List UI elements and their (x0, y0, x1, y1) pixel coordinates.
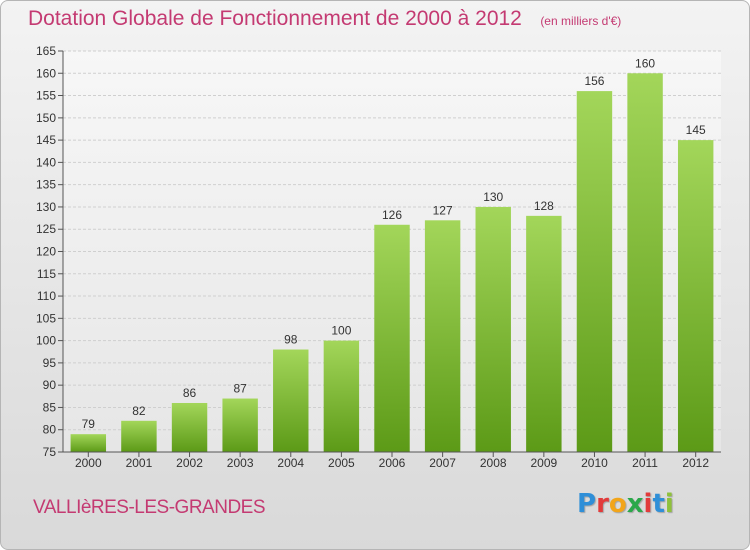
x-tick-label: 2003 (227, 456, 254, 470)
y-tick-label: 105 (36, 311, 56, 325)
bar (171, 402, 208, 452)
logo-letter: r (596, 489, 609, 519)
proxiti-logo: Proxiti (577, 489, 674, 519)
x-tick-label: 2004 (277, 456, 304, 470)
title-row: Dotation Globale de Fonctionnement de 20… (28, 7, 621, 31)
y-tick-label: 95 (43, 356, 57, 370)
bar (576, 91, 613, 452)
bar-value-label: 100 (331, 324, 351, 338)
bar (627, 73, 663, 453)
bar-value-label: 145 (686, 123, 706, 137)
bar-value-label: 86 (183, 386, 197, 400)
chart-title: Dotation Globale de Fonctionnement de 20… (28, 7, 522, 30)
bar-value-label: 156 (584, 74, 604, 88)
y-tick-label: 110 (37, 289, 56, 303)
x-tick-label: 2012 (682, 456, 709, 470)
commune-name: VALLIèRES-LES-GRANDES (33, 497, 266, 518)
y-tick-label: 90 (43, 378, 57, 392)
bar-value-label: 87 (233, 382, 247, 396)
y-tick-label: 135 (36, 178, 56, 192)
bar (323, 340, 360, 452)
y-tick-label: 125 (36, 222, 56, 236)
bar-value-label: 126 (382, 208, 402, 222)
bar (424, 220, 461, 452)
bar (70, 434, 107, 452)
bar-value-label: 130 (483, 190, 503, 204)
bar-value-label: 79 (82, 417, 96, 431)
x-tick-label: 2011 (632, 456, 658, 470)
bar (273, 349, 309, 452)
logo-letter: t (652, 489, 665, 519)
bar-value-label: 98 (284, 333, 298, 347)
y-tick-label: 145 (36, 133, 56, 147)
bar (121, 420, 157, 452)
logo-letter: x (626, 489, 644, 519)
y-tick-label: 140 (36, 155, 56, 169)
y-tick-label: 85 (43, 400, 57, 414)
bar-value-label: 127 (433, 203, 453, 217)
axis-layer: 75 80 85 90 95 100 105 110 115 120 125 130 135 140 145… (36, 44, 721, 470)
bar (526, 215, 562, 452)
y-tick-label: 120 (36, 245, 56, 259)
logo-letter: P (577, 489, 597, 519)
y-tick-label: 155 (36, 89, 56, 103)
y-tick-label: 160 (36, 66, 56, 80)
x-tick-label: 2001 (126, 456, 153, 470)
x-tick-label: 2006 (379, 456, 406, 470)
logo-letter: i (664, 489, 674, 519)
y-tick-label: 80 (43, 423, 57, 437)
x-tick-label: 2002 (176, 456, 203, 470)
chart-unit: (en milliers d'€) (540, 14, 622, 28)
bar (677, 140, 714, 452)
bar-value-label: 160 (635, 56, 655, 70)
bar-value-label: 128 (534, 199, 554, 213)
logo-letter: o (608, 489, 627, 519)
x-tick-label: 2009 (530, 456, 557, 470)
x-tick-label: 2010 (581, 456, 608, 470)
y-tick-label: 100 (36, 334, 56, 348)
bar-layer: 79 82 86 87 98 100 126 127 130 128 156 160 145 (70, 56, 714, 453)
logo-letter: i (643, 489, 653, 519)
x-tick-label: 2007 (429, 456, 456, 470)
x-tick-label: 2005 (328, 456, 355, 470)
y-tick-label: 130 (36, 200, 56, 214)
bar (475, 206, 511, 452)
bar (222, 398, 258, 452)
y-tick-label: 75 (43, 445, 57, 459)
bar-value-label: 82 (132, 404, 146, 418)
x-tick-label: 2000 (75, 456, 102, 470)
x-tick-label: 2008 (480, 456, 507, 470)
y-tick-label: 165 (36, 44, 56, 58)
y-tick-label: 115 (37, 267, 56, 281)
bar (374, 224, 410, 452)
y-tick-label: 150 (36, 111, 56, 125)
